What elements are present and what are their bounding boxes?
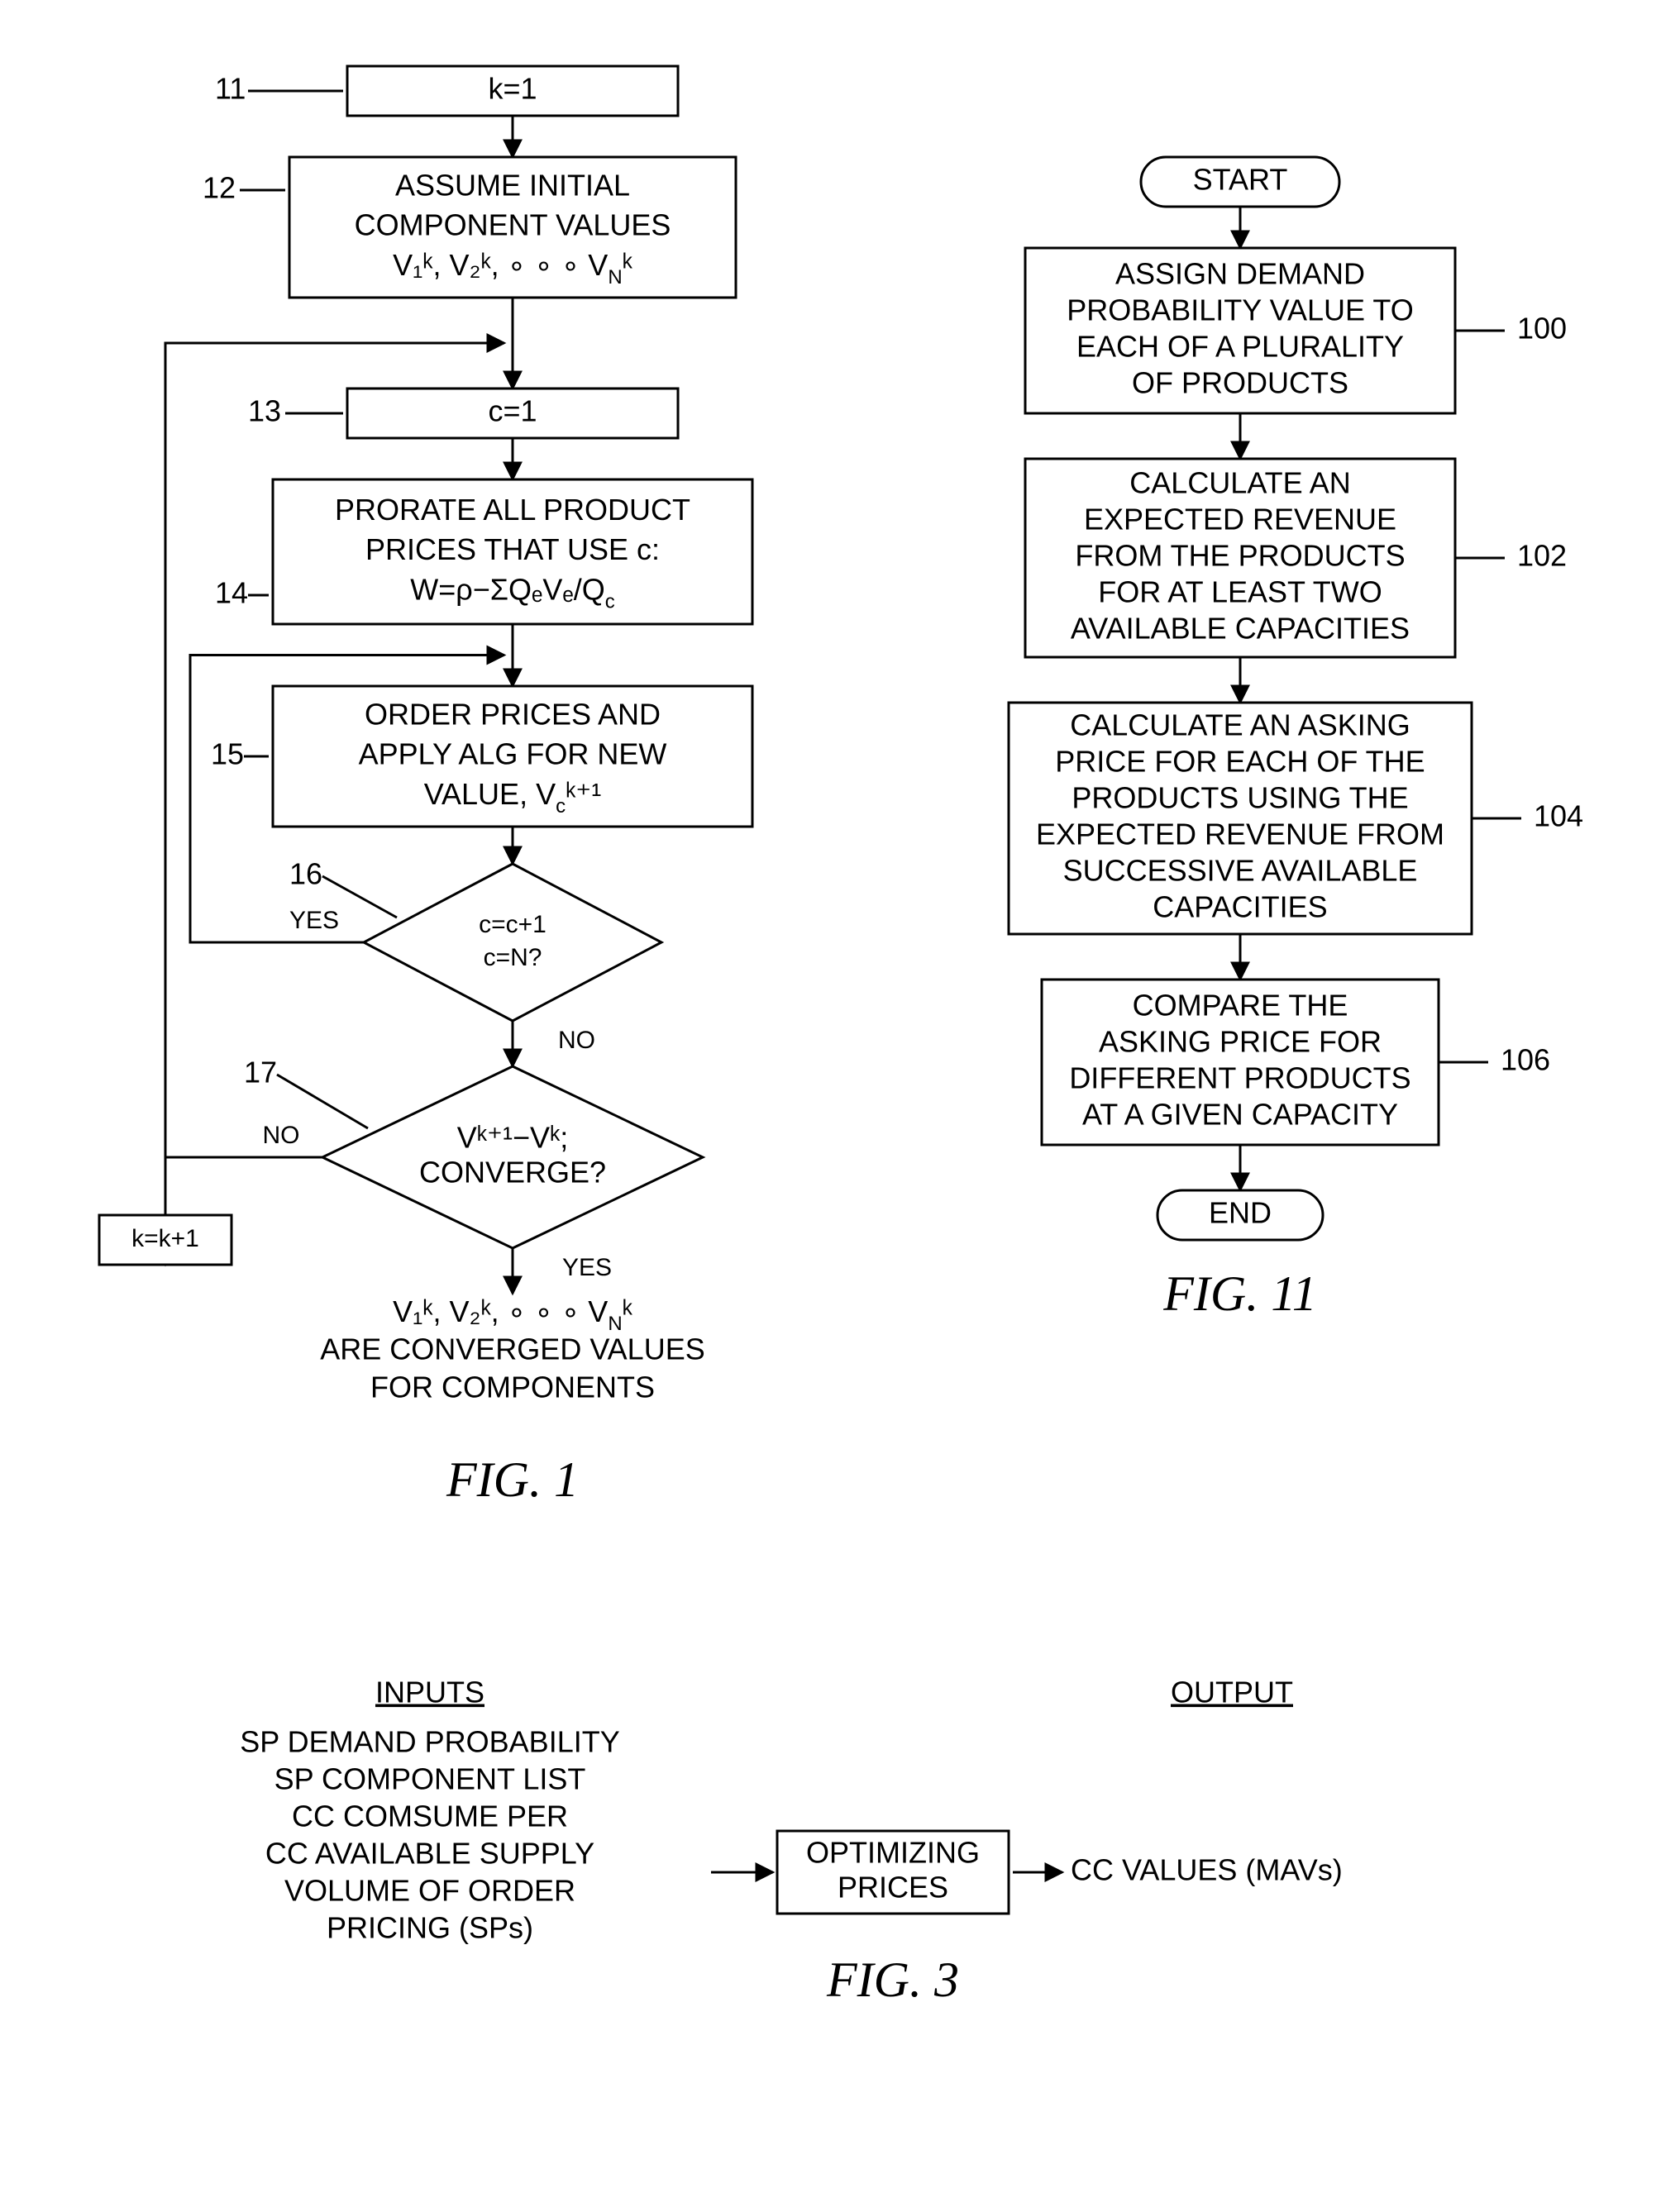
svg-text:NO: NO: [558, 1027, 595, 1054]
svg-text:PRICING (SPs): PRICING (SPs): [327, 1911, 533, 1945]
svg-text:11: 11: [215, 72, 246, 106]
svg-text:AVAILABLE CAPACITIES: AVAILABLE CAPACITIES: [1071, 612, 1410, 646]
svg-text:SP COMPONENT LIST: SP COMPONENT LIST: [274, 1762, 586, 1796]
fig3-inputs-header: INPUTS: [375, 1676, 484, 1709]
svg-text:CAPACITIES: CAPACITIES: [1153, 890, 1327, 924]
svg-text:k=1: k=1: [488, 72, 537, 106]
svg-text:CC COMSUME PER: CC COMSUME PER: [292, 1800, 568, 1833]
svg-text:DIFFERENT PRODUCTS: DIFFERENT PRODUCTS: [1069, 1061, 1410, 1095]
svg-text:15: 15: [211, 737, 244, 771]
svg-text:104: 104: [1534, 799, 1583, 833]
svg-text:13: 13: [248, 394, 281, 428]
svg-text:APPLY ALG FOR NEW: APPLY ALG FOR NEW: [359, 737, 667, 771]
fig3-output-header: OUTPUT: [1171, 1676, 1293, 1709]
svg-text:SUCCESSIVE AVAILABLE: SUCCESSIVE AVAILABLE: [1063, 854, 1418, 888]
fig3-label: FIG. 3: [826, 1952, 959, 2007]
svg-text:ASKING PRICE FOR: ASKING PRICE FOR: [1099, 1025, 1382, 1059]
svg-text:ARE CONVERGED VALUES: ARE CONVERGED VALUES: [320, 1332, 704, 1366]
edge: [277, 1075, 368, 1128]
svg-text:c=1: c=1: [488, 394, 537, 428]
svg-text:EXPECTED REVENUE: EXPECTED REVENUE: [1084, 503, 1396, 536]
svg-text:17: 17: [244, 1056, 277, 1089]
svg-text:c=c+1: c=c+1: [479, 911, 547, 938]
svg-text:PRICES THAT USE c:: PRICES THAT USE c:: [365, 532, 660, 566]
svg-text:102: 102: [1517, 539, 1567, 573]
svg-text:16: 16: [289, 857, 322, 891]
svg-text:FROM THE PRODUCTS: FROM THE PRODUCTS: [1075, 539, 1405, 573]
svg-text:100: 100: [1517, 312, 1567, 346]
svg-text:PRODUCTS USING THE: PRODUCTS USING THE: [1072, 781, 1408, 815]
svg-text:CC VALUES (MAVs): CC VALUES (MAVs): [1071, 1853, 1343, 1887]
svg-text:YES: YES: [289, 907, 339, 934]
svg-text:EACH OF A PLURALITY: EACH OF A PLURALITY: [1076, 330, 1404, 364]
svg-text:CC AVAILABLE SUPPLY: CC AVAILABLE SUPPLY: [265, 1837, 594, 1871]
svg-text:END: END: [1209, 1196, 1272, 1230]
svg-text:AT A GIVEN CAPACITY: AT A GIVEN CAPACITY: [1082, 1098, 1398, 1132]
svg-text:NO: NO: [263, 1122, 300, 1149]
svg-text:YES: YES: [562, 1254, 612, 1281]
svg-text:VOLUME OF ORDER: VOLUME OF ORDER: [284, 1874, 575, 1908]
svg-text:COMPARE THE: COMPARE THE: [1133, 989, 1348, 1023]
svg-text:CONVERGE?: CONVERGE?: [419, 1156, 606, 1189]
svg-text:EXPECTED REVENUE FROM: EXPECTED REVENUE FROM: [1036, 818, 1444, 851]
fig11-label: FIG. 11: [1162, 1266, 1317, 1321]
svg-text:Vᵏ⁺¹−Vᵏ;: Vᵏ⁺¹−Vᵏ;: [457, 1121, 568, 1155]
svg-text:PRICE FOR EACH OF THE: PRICE FOR EACH OF THE: [1055, 745, 1425, 779]
svg-text:PRORATE ALL PRODUCT: PRORATE ALL PRODUCT: [335, 493, 690, 527]
fig1-n16: [364, 864, 661, 1021]
svg-text:PRICES: PRICES: [838, 1871, 948, 1905]
svg-text:CALCULATE AN: CALCULATE AN: [1129, 466, 1350, 500]
svg-text:k=k+1: k=k+1: [131, 1225, 199, 1252]
svg-text:SP DEMAND PROBABILITY: SP DEMAND PROBABILITY: [240, 1725, 619, 1759]
svg-text:CALCULATE AN ASKING: CALCULATE AN ASKING: [1070, 708, 1410, 742]
svg-text:COMPONENT VALUES: COMPONENT VALUES: [355, 208, 671, 242]
svg-text:12: 12: [203, 171, 236, 205]
svg-text:START: START: [1193, 163, 1288, 197]
fig1-label: FIG. 1: [446, 1452, 579, 1507]
svg-text:PROBABILITY VALUE TO: PROBABILITY VALUE TO: [1067, 293, 1414, 327]
svg-text:OPTIMIZING: OPTIMIZING: [806, 1836, 980, 1870]
svg-text:V₁ᵏ, V₂ᵏ, ∘ ∘ ∘ VNᵏ: V₁ᵏ, V₂ᵏ, ∘ ∘ ∘ VNᵏ: [393, 1294, 633, 1335]
svg-text:ORDER PRICES AND: ORDER PRICES AND: [365, 698, 661, 732]
svg-text:FOR COMPONENTS: FOR COMPONENTS: [370, 1371, 655, 1404]
svg-text:106: 106: [1501, 1043, 1550, 1077]
svg-text:FOR AT LEAST TWO: FOR AT LEAST TWO: [1098, 575, 1382, 609]
svg-text:ASSIGN DEMAND: ASSIGN DEMAND: [1115, 257, 1365, 291]
svg-text:14: 14: [215, 576, 248, 610]
svg-text:ASSUME INITIAL: ASSUME INITIAL: [395, 169, 630, 203]
svg-text:OF PRODUCTS: OF PRODUCTS: [1132, 366, 1348, 400]
svg-text:c=N?: c=N?: [484, 944, 542, 971]
